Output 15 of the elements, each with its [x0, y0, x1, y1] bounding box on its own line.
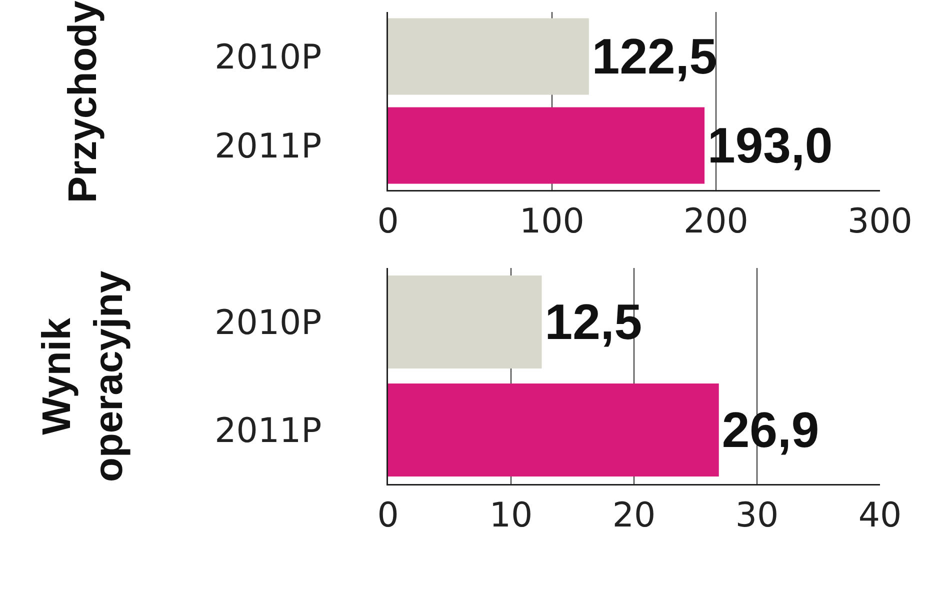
x-tick-label: 100: [520, 201, 584, 242]
y-axis-title: Przychody: [60, 0, 105, 203]
x-tick-label: 10: [489, 495, 533, 536]
y-tick-label: 2010P: [214, 37, 322, 78]
x-tick-label: 0: [377, 495, 399, 536]
y-axis-title: Wynik operacyjny: [34, 270, 131, 482]
y-tick-label: 2011P: [214, 410, 322, 451]
y-tick-label: 2011P: [214, 126, 322, 166]
x-tick-label: 300: [848, 201, 912, 242]
x-tick-label: 40: [858, 495, 902, 536]
x-tick-label: 30: [735, 495, 779, 536]
x-tick-label: 20: [612, 495, 656, 536]
x-tick-label: 0: [377, 201, 399, 242]
y-tick-label: 2010P: [214, 302, 322, 343]
x-tick-label: 200: [684, 201, 748, 242]
